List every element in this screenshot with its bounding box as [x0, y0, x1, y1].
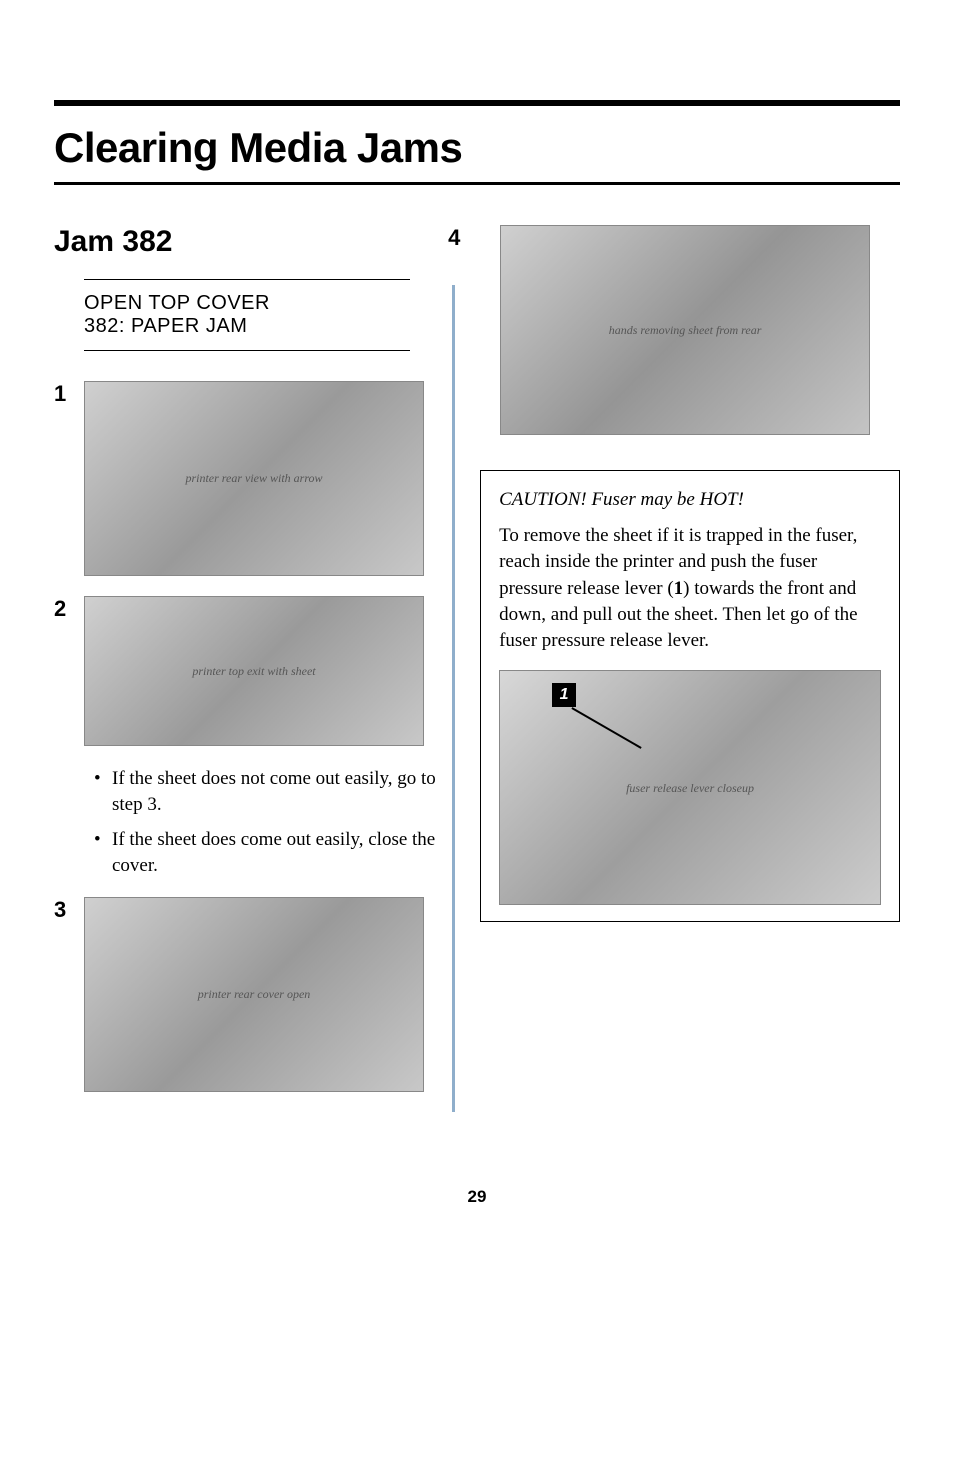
display-line-2: 382: PAPER JAM — [84, 315, 410, 338]
page-title: Clearing Media Jams — [54, 124, 900, 172]
step-1: 1 printer rear view with arrow — [54, 381, 440, 576]
bullet-1: If the sheet does not come out easily, g… — [94, 766, 440, 817]
top-rule — [54, 100, 900, 106]
step-1-image: printer rear view with arrow — [84, 381, 424, 576]
step-2: 2 printer top exit with sheet — [54, 596, 440, 746]
step-4-image: hands removing sheet from rear — [500, 225, 870, 435]
instruction-bullets: If the sheet does not come out easily, g… — [94, 766, 440, 879]
two-column-layout: Jam 382 OPEN TOP COVER 382: PAPER JAM 1 … — [54, 225, 900, 1112]
image-placeholder-2: printer top exit with sheet — [192, 664, 315, 679]
callout-leader-line — [572, 707, 642, 748]
step-number-3: 3 — [54, 897, 84, 923]
caution-box: CAUTION! Fuser may be HOT! To remove the… — [480, 470, 900, 922]
title-underline — [54, 182, 900, 185]
section-heading: Jam 382 — [54, 225, 440, 259]
image-placeholder-inset: fuser release lever closeup — [626, 780, 754, 797]
page-number: 29 — [54, 1187, 900, 1207]
left-column: Jam 382 OPEN TOP COVER 382: PAPER JAM 1 … — [54, 225, 460, 1112]
image-placeholder-4: hands removing sheet from rear — [609, 323, 762, 338]
bullet-2: If the sheet does come out easily, close… — [94, 827, 440, 878]
caution-body: To remove the sheet if it is trapped in … — [499, 523, 881, 654]
callout-badge-1: 1 — [552, 683, 576, 707]
display-line-1: OPEN TOP COVER — [84, 292, 410, 315]
step-3: 3 printer rear cover open — [54, 897, 440, 1092]
step-number-2: 2 — [54, 596, 84, 622]
step-2-image: printer top exit with sheet — [84, 596, 424, 746]
step-number-1: 1 — [54, 381, 84, 407]
caution-inset-image: fuser release lever closeup 1 — [499, 670, 881, 905]
caution-ref: 1 — [674, 578, 684, 599]
step-number-4: 4 — [448, 225, 468, 251]
right-column: 4 hands removing sheet from rear CAUTION… — [460, 225, 900, 1112]
column-divider — [452, 285, 455, 1112]
caution-title: CAUTION! Fuser may be HOT! — [499, 487, 881, 513]
step-4: 4 hands removing sheet from rear — [480, 225, 900, 435]
image-placeholder-3: printer rear cover open — [198, 987, 311, 1002]
printer-display-box: OPEN TOP COVER 382: PAPER JAM — [84, 279, 410, 351]
step-3-image: printer rear cover open — [84, 897, 424, 1092]
image-placeholder-1: printer rear view with arrow — [185, 471, 322, 486]
